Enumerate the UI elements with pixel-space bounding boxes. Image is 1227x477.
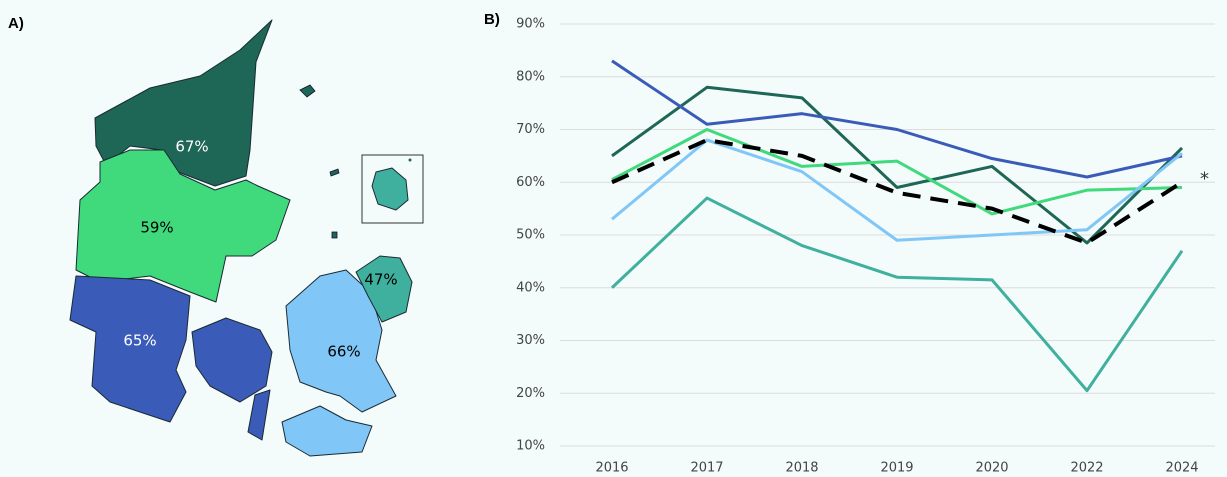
series-line xyxy=(610,196,1184,393)
x-tick-label: 2024 xyxy=(1165,461,1198,476)
series-line xyxy=(611,128,1183,216)
series-line xyxy=(611,59,1183,179)
region-label: 66% xyxy=(327,343,360,361)
region xyxy=(281,269,397,457)
y-tick-label: 60% xyxy=(516,175,545,190)
region-label: 59% xyxy=(140,219,173,237)
series-line xyxy=(611,85,1184,245)
series-line xyxy=(611,138,1183,242)
y-tick-label: 30% xyxy=(516,333,545,348)
annotation: * xyxy=(1200,168,1209,189)
y-tick-label: 70% xyxy=(516,122,545,137)
x-tick-label: 2020 xyxy=(975,461,1008,476)
y-tick-label: 20% xyxy=(516,386,545,401)
islands xyxy=(299,84,340,239)
y-tick-label: 80% xyxy=(516,69,545,84)
x-tick-label: 2022 xyxy=(1070,461,1103,476)
y-tick-label: 50% xyxy=(516,228,545,243)
region xyxy=(75,149,291,303)
region-label: 47% xyxy=(364,271,397,289)
region xyxy=(69,275,273,441)
islet xyxy=(408,158,412,162)
region xyxy=(355,167,413,323)
panel-label: A) xyxy=(8,15,24,32)
inset-box xyxy=(361,154,424,224)
region-label: 65% xyxy=(123,332,156,350)
y-tick-label: 40% xyxy=(516,280,545,295)
region-label: 67% xyxy=(175,138,208,156)
x-tick-label: 2019 xyxy=(880,461,913,476)
y-tick-label: 90% xyxy=(516,17,545,32)
x-tick-label: 2017 xyxy=(690,461,723,476)
x-tick-label: 2016 xyxy=(595,461,628,476)
x-tick-label: 2018 xyxy=(785,461,818,476)
y-tick-label: 10% xyxy=(516,439,545,454)
panel-label: B) xyxy=(484,11,500,28)
